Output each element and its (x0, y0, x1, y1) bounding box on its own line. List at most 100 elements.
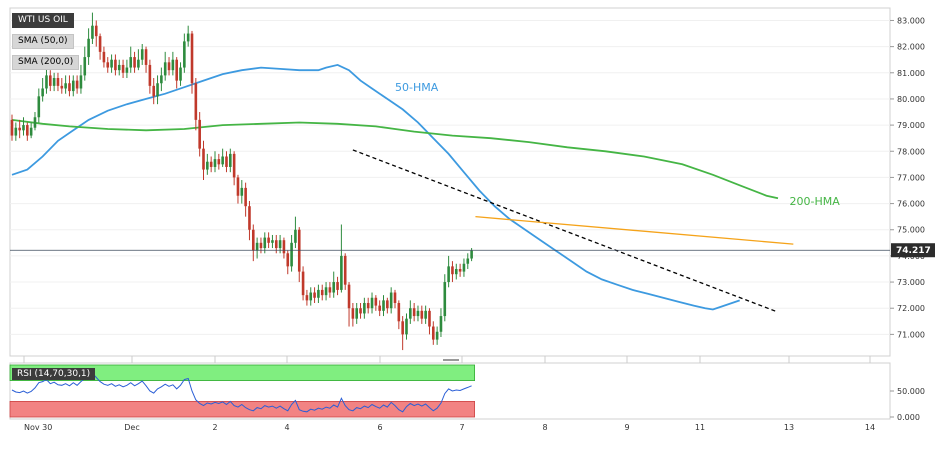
x-tick-label: 6 (377, 423, 382, 432)
candle-body (420, 310, 424, 319)
candle-body (263, 237, 267, 249)
rsi-tick-label: 50.000 (897, 387, 925, 396)
candle-body (317, 289, 320, 298)
candle-body (309, 292, 313, 301)
candle-body (466, 258, 470, 264)
candle-body (190, 33, 194, 84)
candle-body (374, 297, 378, 306)
annotations: 74.217 50-HMA 200-HMA (10, 81, 935, 258)
candle-body (328, 287, 332, 293)
moving-averages (11, 63, 779, 311)
rsi-overbought-zone (9, 364, 476, 382)
x-tick-label: 9 (624, 423, 629, 432)
candle-body (397, 302, 401, 322)
candle-body (451, 266, 454, 275)
candle-body (14, 127, 18, 136)
rsi-legend[interactable]: RSI (14,70,30,1) (12, 368, 96, 380)
x-tick-label: 11 (695, 423, 705, 432)
candle-body (194, 83, 198, 120)
series-line-50-hma (11, 63, 740, 311)
candle-body (45, 75, 48, 89)
candle-body (37, 96, 41, 118)
current-price-badge (891, 243, 935, 258)
candle-body (114, 59, 117, 71)
candle-body (336, 282, 339, 290)
series-line-200-hma (11, 119, 779, 200)
candle-body (412, 308, 416, 317)
rsi-oversold-zone (9, 400, 476, 418)
x-tick-label: 4 (284, 423, 289, 432)
candle-body (121, 64, 125, 73)
candle-body (435, 331, 439, 340)
candle-body (236, 177, 240, 196)
candle-body (458, 268, 462, 272)
candle-body (294, 229, 297, 243)
y-tick-label: 72.000 (897, 304, 925, 313)
candle-body (41, 88, 44, 97)
current-price-label: 74.217 (896, 246, 931, 256)
candle-body (232, 153, 236, 178)
candle-body (416, 310, 420, 317)
candle-body (313, 292, 316, 298)
candle-body (29, 127, 33, 136)
candle-body (301, 271, 305, 296)
candle-body (282, 240, 286, 254)
candle-body (183, 41, 186, 68)
candle-body (110, 59, 113, 68)
price-pane-background (9, 7, 891, 357)
candle-body (209, 161, 213, 167)
candle-body (140, 49, 144, 60)
candle-body (462, 263, 466, 272)
rsi-pane (9, 364, 476, 418)
candle-body (401, 321, 404, 335)
candle-body (370, 297, 374, 309)
candle-body (186, 33, 190, 42)
candle-body (305, 295, 309, 301)
x-tick-label: 7 (459, 423, 464, 432)
candle-body (198, 119, 201, 149)
candle-body (137, 59, 140, 68)
candle-body (286, 253, 290, 267)
candle-body (393, 292, 397, 303)
candle-body (10, 119, 14, 136)
y-tick-label: 73.000 (897, 278, 925, 287)
x-tick-label: Dec (124, 423, 139, 432)
candle-body (363, 302, 366, 314)
candle-body (244, 187, 247, 207)
candle-body (340, 255, 343, 290)
candle-body (378, 305, 381, 311)
candle-body (424, 310, 427, 319)
candle-body (83, 57, 87, 76)
candle-body (160, 75, 163, 84)
candle-body (259, 242, 263, 249)
candle-body (229, 153, 232, 167)
candle-body (94, 25, 98, 37)
candle-body (179, 67, 182, 81)
legend-sma-50[interactable]: SMA (50,0) (12, 34, 74, 49)
candle-body (389, 292, 393, 309)
candle-body (167, 62, 171, 71)
candle-body (144, 49, 148, 65)
candle-body (320, 289, 324, 296)
y-tick-label: 76.000 (897, 200, 925, 209)
candle-body (125, 67, 129, 73)
y-tick-label: 80.000 (897, 95, 925, 104)
candle-body (68, 83, 71, 92)
candle-body (49, 75, 52, 86)
candle-body (405, 318, 408, 335)
candle-body (278, 240, 282, 249)
candle-body (274, 240, 278, 249)
candle-body (248, 206, 251, 230)
candle-body (409, 308, 412, 319)
candle-body (156, 83, 159, 97)
candle-body (26, 125, 29, 136)
y-tick-label: 71.000 (897, 330, 925, 339)
legend-sma-200[interactable]: SMA (200,0) (12, 55, 80, 70)
candle-body (351, 308, 355, 319)
candle-body (240, 187, 244, 196)
candle-body (470, 250, 473, 259)
candle-body (202, 148, 205, 170)
candle-body (290, 242, 293, 267)
candle-body (71, 80, 75, 92)
